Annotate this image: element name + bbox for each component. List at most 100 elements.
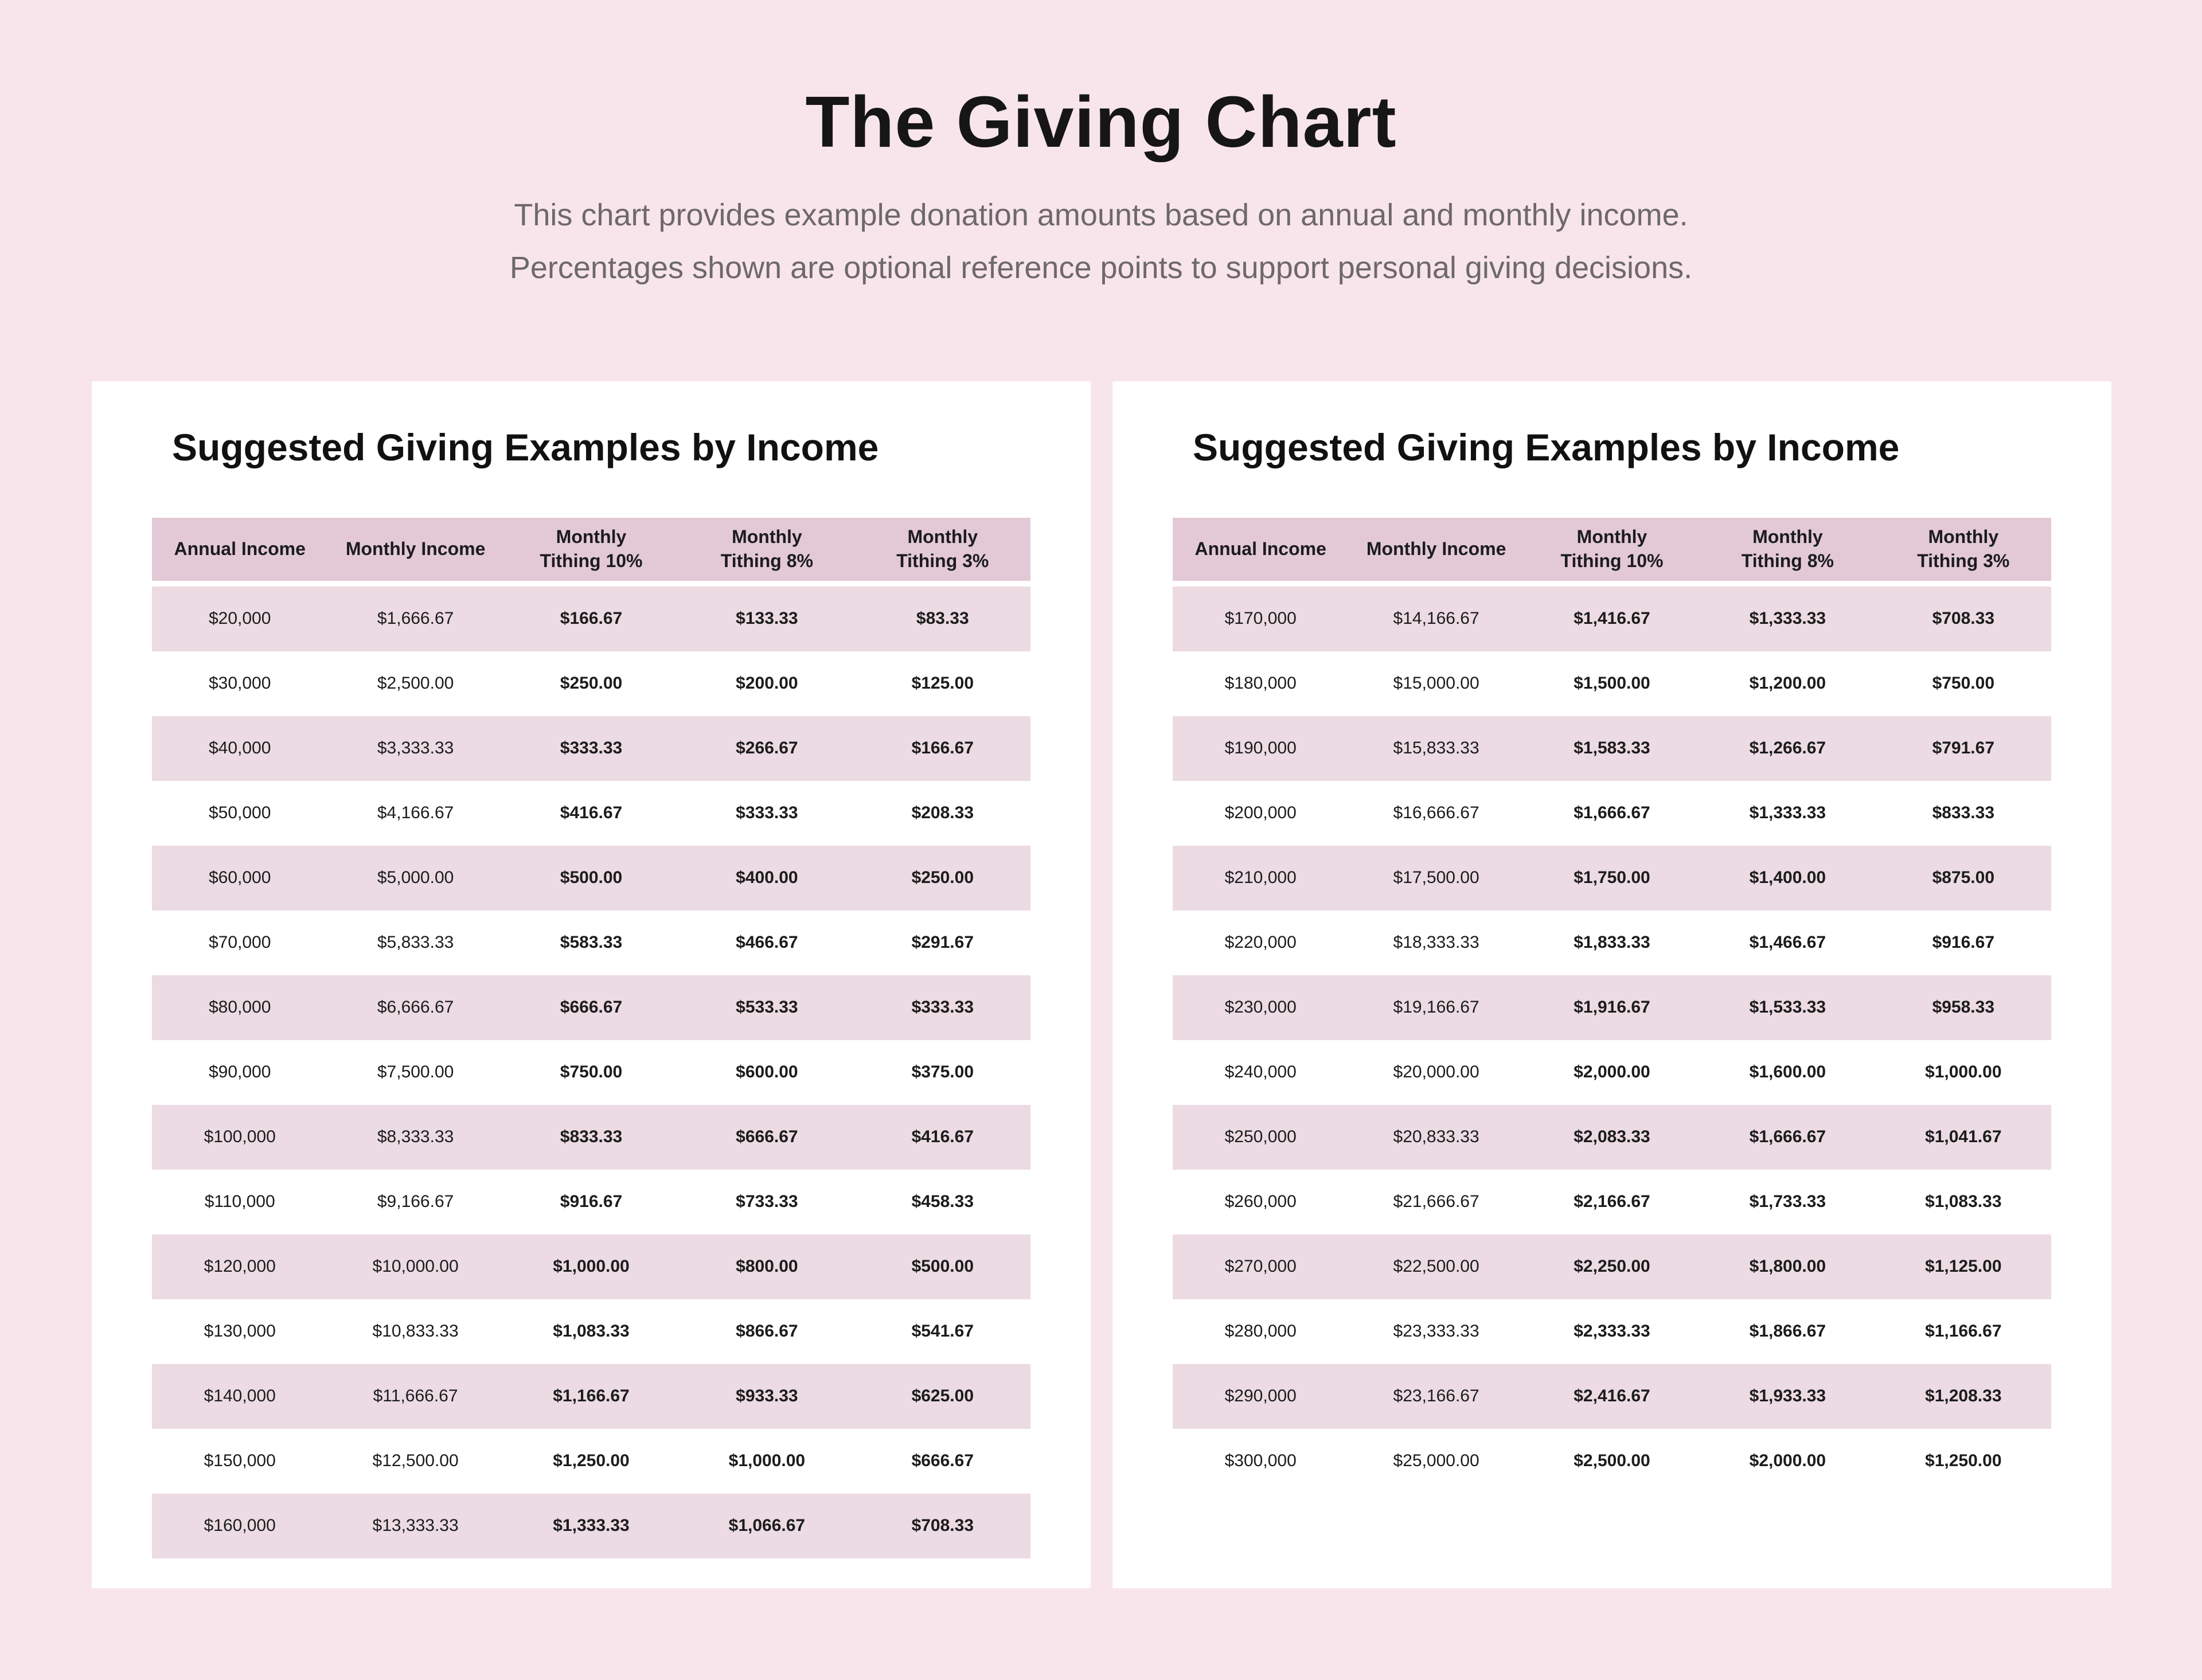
cell-annual-income: $190,000: [1224, 739, 1297, 758]
giving-card-left: Suggested Giving Examples by Income Annu…: [92, 381, 1091, 1588]
cell-tithing-3: $541.67: [911, 1322, 974, 1341]
cell-annual-income: $260,000: [1224, 1192, 1297, 1212]
cell-tithing-3: $1,250.00: [1925, 1451, 2002, 1471]
cell-monthly-income: $12,500.00: [372, 1451, 459, 1471]
cell-tithing-10: $1,666.67: [1574, 803, 1650, 823]
cell-monthly-income: $17,500.00: [1393, 868, 1479, 888]
cell-annual-income: $110,000: [204, 1192, 275, 1212]
cell-tithing-8: $1,266.67: [1749, 739, 1826, 758]
page-title: The Giving Chart: [805, 81, 1397, 162]
cell-monthly-income: $3,333.33: [377, 739, 454, 758]
cell-monthly-income: $7,500.00: [377, 1062, 454, 1082]
cell-tithing-10: $1,833.33: [1574, 933, 1650, 952]
column-header-annual-income: Annual Income: [1194, 538, 1326, 560]
table-row: $70,000 $5,833.33 $583.33 $466.67 $291.67: [152, 910, 1030, 975]
cell-monthly-income: $5,833.33: [377, 933, 454, 952]
cell-annual-income: $300,000: [1224, 1451, 1297, 1471]
cell-tithing-8: $1,666.67: [1749, 1127, 1826, 1147]
cell-tithing-3: $250.00: [911, 868, 974, 888]
cell-tithing-10: $2,083.33: [1574, 1127, 1650, 1147]
cell-monthly-income: $16,666.67: [1393, 803, 1479, 823]
cell-tithing-10: $1,416.67: [1574, 609, 1650, 628]
table-row: $220,000 $18,333.33 $1,833.33 $1,466.67 $916…: [1173, 910, 2051, 975]
cell-monthly-income: $21,666.67: [1393, 1192, 1479, 1212]
cell-monthly-income: $23,166.67: [1393, 1386, 1479, 1406]
cell-tithing-3: $333.33: [911, 998, 974, 1017]
cell-tithing-10: $2,000.00: [1574, 1062, 1650, 1082]
cell-monthly-income: $23,333.33: [1393, 1322, 1479, 1341]
cards-container: Suggested Giving Examples by Income Annu…: [92, 381, 2111, 1588]
cell-annual-income: $280,000: [1224, 1322, 1297, 1341]
table-row: $280,000 $23,333.33 $2,333.33 $1,866.67 $1,1…: [1173, 1299, 2051, 1364]
cell-tithing-8: $1,333.33: [1749, 609, 1826, 628]
cell-tithing-8: $1,600.00: [1749, 1062, 1826, 1082]
cell-tithing-8: $533.33: [736, 998, 798, 1017]
cell-tithing-10: $2,500.00: [1574, 1451, 1650, 1471]
table-row: $30,000 $2,500.00 $250.00 $200.00 $125.00: [152, 651, 1030, 716]
table-row: $60,000 $5,000.00 $500.00 $400.00 $250.00: [152, 845, 1030, 911]
cell-tithing-8: $1,400.00: [1749, 868, 1826, 888]
cell-tithing-3: $833.33: [1932, 803, 1995, 823]
cell-monthly-income: $11,666.67: [373, 1386, 458, 1406]
giving-table-left: Annual Income Monthly Income Monthly Tithi…: [152, 517, 1030, 1558]
cell-tithing-3: $291.67: [911, 933, 974, 952]
cell-tithing-8: $1,333.33: [1749, 803, 1826, 823]
cell-tithing-10: $1,083.33: [553, 1322, 630, 1341]
cell-monthly-income: $22,500.00: [1393, 1257, 1479, 1276]
cell-annual-income: $230,000: [1224, 998, 1297, 1017]
cell-annual-income: $220,000: [1224, 933, 1297, 952]
cell-tithing-8: $1,533.33: [1749, 998, 1826, 1017]
cell-tithing-8: $1,733.33: [1749, 1192, 1826, 1212]
cell-annual-income: $20,000: [208, 609, 271, 628]
column-header-monthly-income: Monthly Income: [345, 538, 486, 560]
cell-tithing-10: $666.67: [560, 998, 623, 1017]
cell-tithing-8: $933.33: [736, 1386, 798, 1406]
giving-table-right: Annual Income Monthly Income Monthly Tithi…: [1173, 517, 2051, 1494]
cell-tithing-10: $2,333.33: [1574, 1322, 1650, 1341]
cell-tithing-3: $166.67: [911, 739, 974, 758]
cell-annual-income: $30,000: [208, 674, 271, 693]
cell-annual-income: $40,000: [208, 739, 271, 758]
cell-annual-income: $240,000: [1224, 1062, 1297, 1082]
table-row: $100,000 $8,333.33 $833.33 $666.67 $416.67: [152, 1104, 1030, 1170]
cell-monthly-income: $20,000.00: [1393, 1062, 1479, 1082]
table-row: $160,000 $13,333.33 $1,333.33 $1,066.67 $708…: [152, 1493, 1030, 1558]
column-header-tithing-3: Monthly Tithing 3%: [1917, 526, 2010, 571]
giving-card-right: Suggested Giving Examples by Income Annu…: [1112, 381, 2111, 1588]
cell-tithing-10: $1,333.33: [553, 1516, 630, 1536]
table-body: $20,000 $1,666.67 $166.67 $133.33 $83.33 $30,…: [152, 586, 1030, 1558]
table-row: $200,000 $16,666.67 $1,666.67 $1,333.33 $833…: [1173, 780, 2051, 846]
cell-tithing-3: $666.67: [911, 1451, 974, 1471]
cell-monthly-income: $19,166.67: [1393, 998, 1479, 1017]
cell-tithing-3: $791.67: [1932, 739, 1995, 758]
cell-annual-income: $130,000: [204, 1322, 276, 1341]
cell-tithing-8: $1,466.67: [1749, 933, 1826, 952]
cell-monthly-income: $4,166.67: [377, 803, 454, 823]
table-header-row: Annual Income Monthly Income Monthly Tithi…: [152, 517, 1030, 581]
cell-annual-income: $180,000: [1224, 674, 1297, 693]
cell-tithing-3: $1,041.67: [1925, 1127, 2002, 1147]
cell-tithing-8: $866.67: [736, 1322, 798, 1341]
cell-tithing-8: $1,000.00: [728, 1451, 806, 1471]
cell-tithing-3: $958.33: [1932, 998, 1995, 1017]
cell-annual-income: $50,000: [208, 803, 271, 823]
table-row: $230,000 $19,166.67 $1,916.67 $1,533.33 $958…: [1173, 975, 2051, 1040]
cell-tithing-10: $583.33: [560, 933, 623, 952]
cell-monthly-income: $20,833.33: [1393, 1127, 1479, 1147]
cell-tithing-3: $708.33: [1932, 609, 1995, 628]
table-row: $130,000 $10,833.33 $1,083.33 $866.67 $541.6…: [152, 1299, 1030, 1364]
cell-tithing-8: $1,933.33: [1749, 1386, 1826, 1406]
cell-tithing-8: $1,800.00: [1749, 1257, 1826, 1276]
cell-annual-income: $80,000: [208, 998, 271, 1017]
cell-monthly-income: $2,500.00: [377, 674, 454, 693]
cell-monthly-income: $6,666.67: [377, 998, 454, 1017]
cell-tithing-8: $466.67: [736, 933, 798, 952]
cell-monthly-income: $13,333.33: [372, 1516, 459, 1536]
cell-tithing-3: $83.33: [916, 609, 969, 628]
card-title-left: Suggested Giving Examples by Income: [172, 426, 879, 468]
cell-tithing-3: $208.33: [911, 803, 974, 823]
cell-tithing-3: $125.00: [911, 674, 974, 693]
table-row: $80,000 $6,666.67 $666.67 $533.33 $333.33: [152, 975, 1030, 1040]
cell-tithing-10: $333.33: [560, 739, 623, 758]
cell-tithing-10: $1,750.00: [1574, 868, 1650, 888]
